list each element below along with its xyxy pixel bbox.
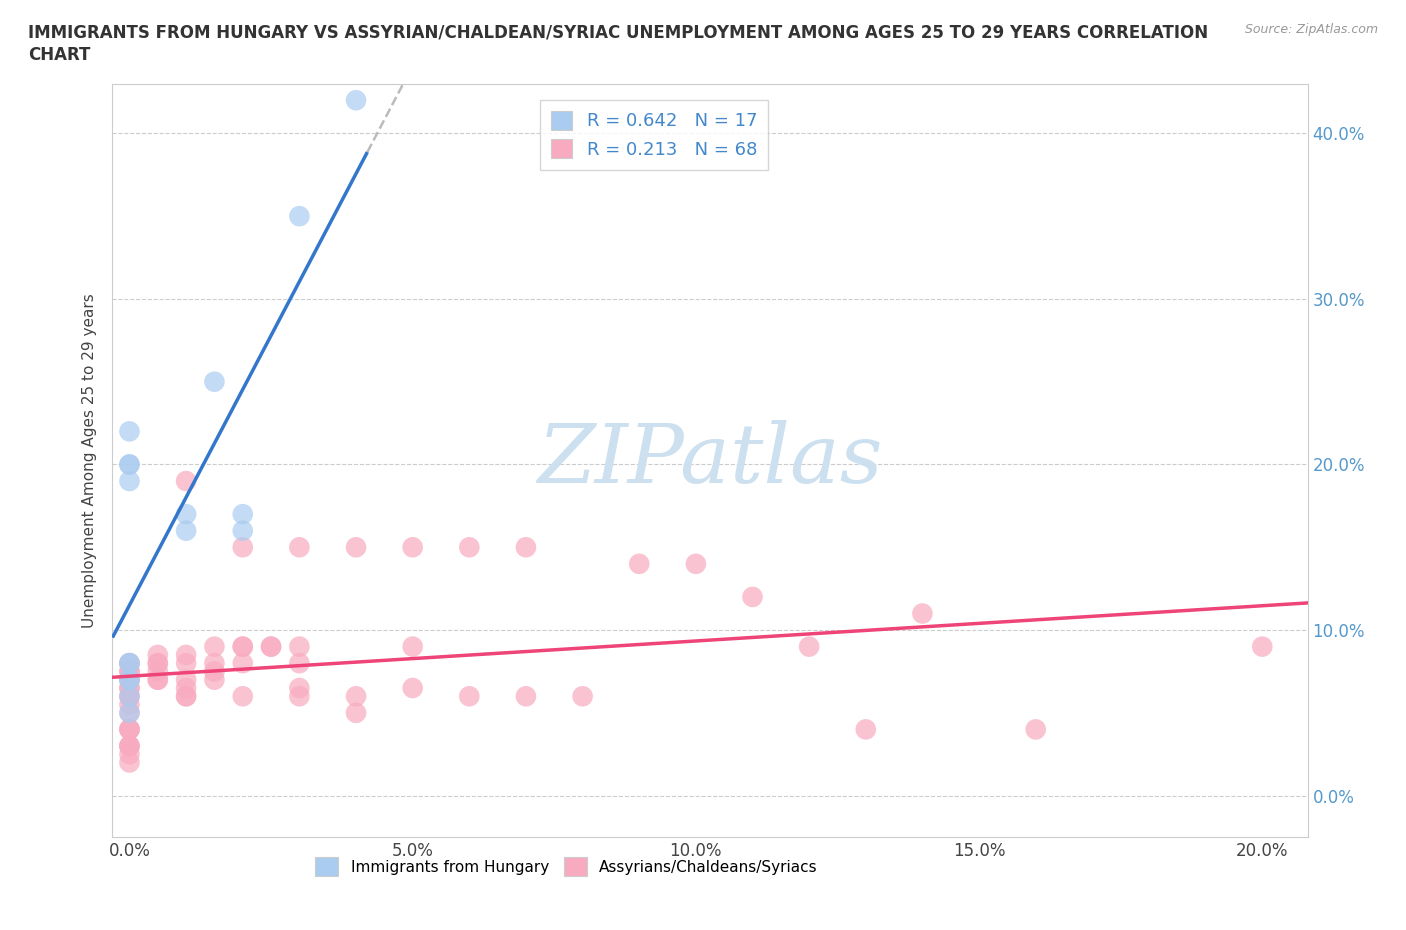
Point xyxy=(146,664,169,679)
Point xyxy=(402,681,425,696)
Point xyxy=(118,672,141,687)
Point xyxy=(344,93,367,108)
Point xyxy=(458,539,481,554)
Point xyxy=(685,556,707,571)
Point xyxy=(628,556,651,571)
Point xyxy=(515,689,537,704)
Point xyxy=(118,656,141,671)
Point xyxy=(204,639,226,654)
Point xyxy=(911,606,934,621)
Point xyxy=(344,689,367,704)
Point xyxy=(288,539,311,554)
Point xyxy=(146,672,169,687)
Point xyxy=(204,664,226,679)
Point xyxy=(232,639,254,654)
Point xyxy=(118,747,141,762)
Point xyxy=(118,664,141,679)
Point xyxy=(174,647,197,662)
Point xyxy=(118,424,141,439)
Point xyxy=(232,539,254,554)
Point xyxy=(118,705,141,720)
Point xyxy=(118,672,141,687)
Point xyxy=(571,689,593,704)
Point xyxy=(232,656,254,671)
Point xyxy=(515,539,537,554)
Point xyxy=(741,590,763,604)
Point xyxy=(146,647,169,662)
Point xyxy=(174,507,197,522)
Point xyxy=(174,524,197,538)
Point xyxy=(232,507,254,522)
Point xyxy=(458,689,481,704)
Point xyxy=(174,656,197,671)
Point xyxy=(204,374,226,389)
Point xyxy=(174,689,197,704)
Text: ZIPatlas: ZIPatlas xyxy=(537,420,883,500)
Point xyxy=(118,681,141,696)
Point xyxy=(204,656,226,671)
Point xyxy=(118,722,141,737)
Text: IMMIGRANTS FROM HUNGARY VS ASSYRIAN/CHALDEAN/SYRIAC UNEMPLOYMENT AMONG AGES 25 T: IMMIGRANTS FROM HUNGARY VS ASSYRIAN/CHAL… xyxy=(28,23,1208,41)
Point xyxy=(797,639,820,654)
Point xyxy=(260,639,283,654)
Point xyxy=(118,457,141,472)
Point xyxy=(118,738,141,753)
Legend: Immigrants from Hungary, Assyrians/Chaldeans/Syriacs: Immigrants from Hungary, Assyrians/Chald… xyxy=(309,851,824,882)
Point xyxy=(118,698,141,712)
Point xyxy=(118,656,141,671)
Point xyxy=(402,639,425,654)
Text: Source: ZipAtlas.com: Source: ZipAtlas.com xyxy=(1244,23,1378,36)
Point xyxy=(118,656,141,671)
Point xyxy=(174,689,197,704)
Point xyxy=(204,672,226,687)
Point xyxy=(232,689,254,704)
Point xyxy=(118,738,141,753)
Point xyxy=(118,457,141,472)
Point xyxy=(174,672,197,687)
Text: CHART: CHART xyxy=(28,46,90,64)
Point xyxy=(174,473,197,488)
Point xyxy=(344,539,367,554)
Point xyxy=(118,672,141,687)
Point xyxy=(344,705,367,720)
Point xyxy=(288,689,311,704)
Point xyxy=(174,681,197,696)
Y-axis label: Unemployment Among Ages 25 to 29 years: Unemployment Among Ages 25 to 29 years xyxy=(82,293,97,628)
Point xyxy=(146,672,169,687)
Point xyxy=(118,689,141,704)
Point xyxy=(118,738,141,753)
Point xyxy=(1025,722,1047,737)
Point xyxy=(402,539,425,554)
Point xyxy=(118,689,141,704)
Point xyxy=(118,722,141,737)
Point xyxy=(288,639,311,654)
Point xyxy=(146,656,169,671)
Point xyxy=(118,755,141,770)
Point xyxy=(146,656,169,671)
Point xyxy=(1251,639,1274,654)
Point xyxy=(232,639,254,654)
Point xyxy=(118,722,141,737)
Point xyxy=(118,689,141,704)
Point xyxy=(118,705,141,720)
Point xyxy=(288,681,311,696)
Point xyxy=(118,664,141,679)
Point xyxy=(118,656,141,671)
Point xyxy=(118,681,141,696)
Point xyxy=(288,208,311,223)
Point xyxy=(118,672,141,687)
Point xyxy=(232,524,254,538)
Point xyxy=(118,473,141,488)
Point xyxy=(260,639,283,654)
Point xyxy=(855,722,877,737)
Point xyxy=(288,656,311,671)
